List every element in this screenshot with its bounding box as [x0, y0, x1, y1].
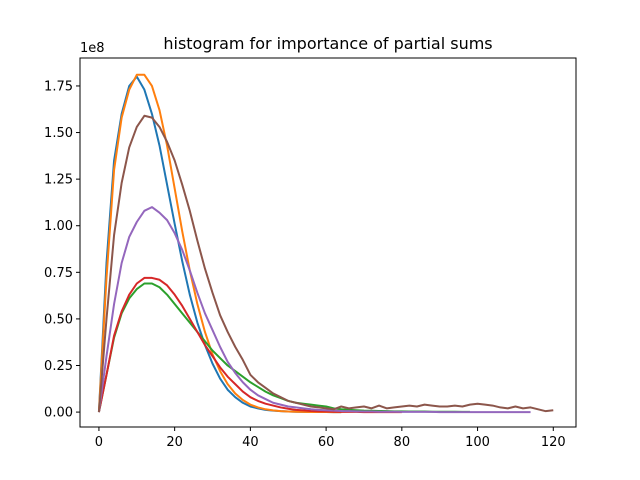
- y-tick-label: 1.25: [44, 173, 73, 188]
- series-line-2: [97, 73, 342, 414]
- x-tick-label: 0: [95, 435, 103, 450]
- y-tick-label: 0.75: [44, 266, 73, 281]
- x-tick-label: 120: [541, 435, 566, 450]
- x-tick-label: 80: [394, 435, 411, 450]
- x-tick-label: 60: [318, 435, 335, 450]
- series-layer: [97, 73, 554, 414]
- y-tick-label: 1.00: [44, 219, 73, 234]
- axes-layer: 0 20 40 60 80 100 120 0.00 0.25 0.50 0.75 1.00 1.25 1…: [44, 79, 566, 450]
- series-line-1: [97, 75, 342, 414]
- x-tick-label: 40: [242, 435, 259, 450]
- plot-frame: [79, 57, 577, 428]
- series-line-3: [97, 282, 470, 413]
- y-tick-label: 0.25: [44, 359, 73, 374]
- x-tick-label: 100: [465, 435, 490, 450]
- series-line-4: [97, 276, 402, 414]
- series-line-5: [97, 206, 531, 414]
- x-tick-label: 20: [166, 435, 183, 450]
- y-tick-label: 1.75: [44, 79, 73, 94]
- y-axis-offset-label: 1e8: [80, 41, 105, 56]
- y-tick-label: 0.50: [44, 312, 73, 327]
- chart-title: histogram for importance of partial sums: [163, 34, 492, 53]
- y-tick-label: 0.00: [44, 406, 73, 421]
- series-line-6: [97, 114, 554, 413]
- y-tick-label: 1.50: [44, 126, 73, 141]
